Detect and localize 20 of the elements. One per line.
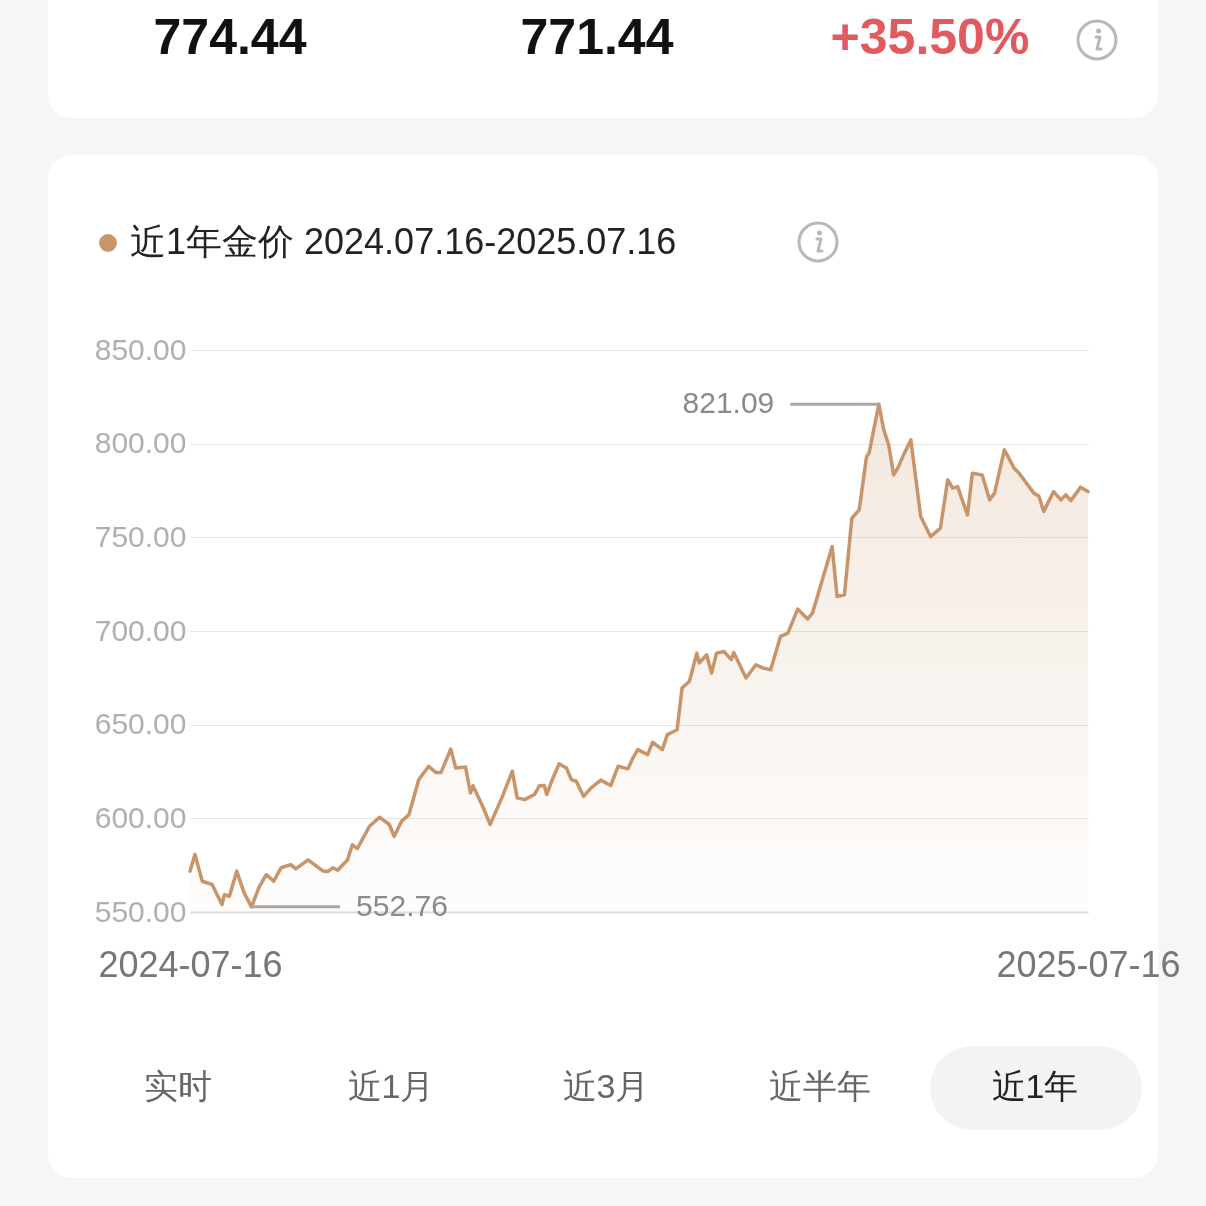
y-tick-label: 550.00 [94,894,187,928]
legend-label: 近1年金价 2024.07.16-2025.07.16 [130,221,677,262]
text: 实时 [144,1066,212,1107]
x-tick-label: 2025-07-16 [996,943,1181,985]
text: 近半年 [769,1066,871,1107]
y-tick-label: 750.00 [94,519,187,553]
text: 近1年 [991,1066,1079,1107]
x-tick-label: 2024-07-16 [98,943,283,985]
y-tick-label: 600.00 [94,800,187,834]
text: 近3月 [562,1066,650,1107]
annotation: 552.76 [356,888,448,922]
y-tick-label: 850.00 [94,332,187,366]
y-tick-label: 800.00 [94,426,187,460]
text: 774.44 [153,8,307,66]
text: 771.44 [520,8,674,66]
annotation: 821.09 [682,386,775,420]
text: 近1月 [347,1066,435,1107]
y-tick-label: 650.00 [94,707,187,741]
text: +35.50% [830,8,1030,66]
y-tick-label: 700.00 [94,613,187,647]
